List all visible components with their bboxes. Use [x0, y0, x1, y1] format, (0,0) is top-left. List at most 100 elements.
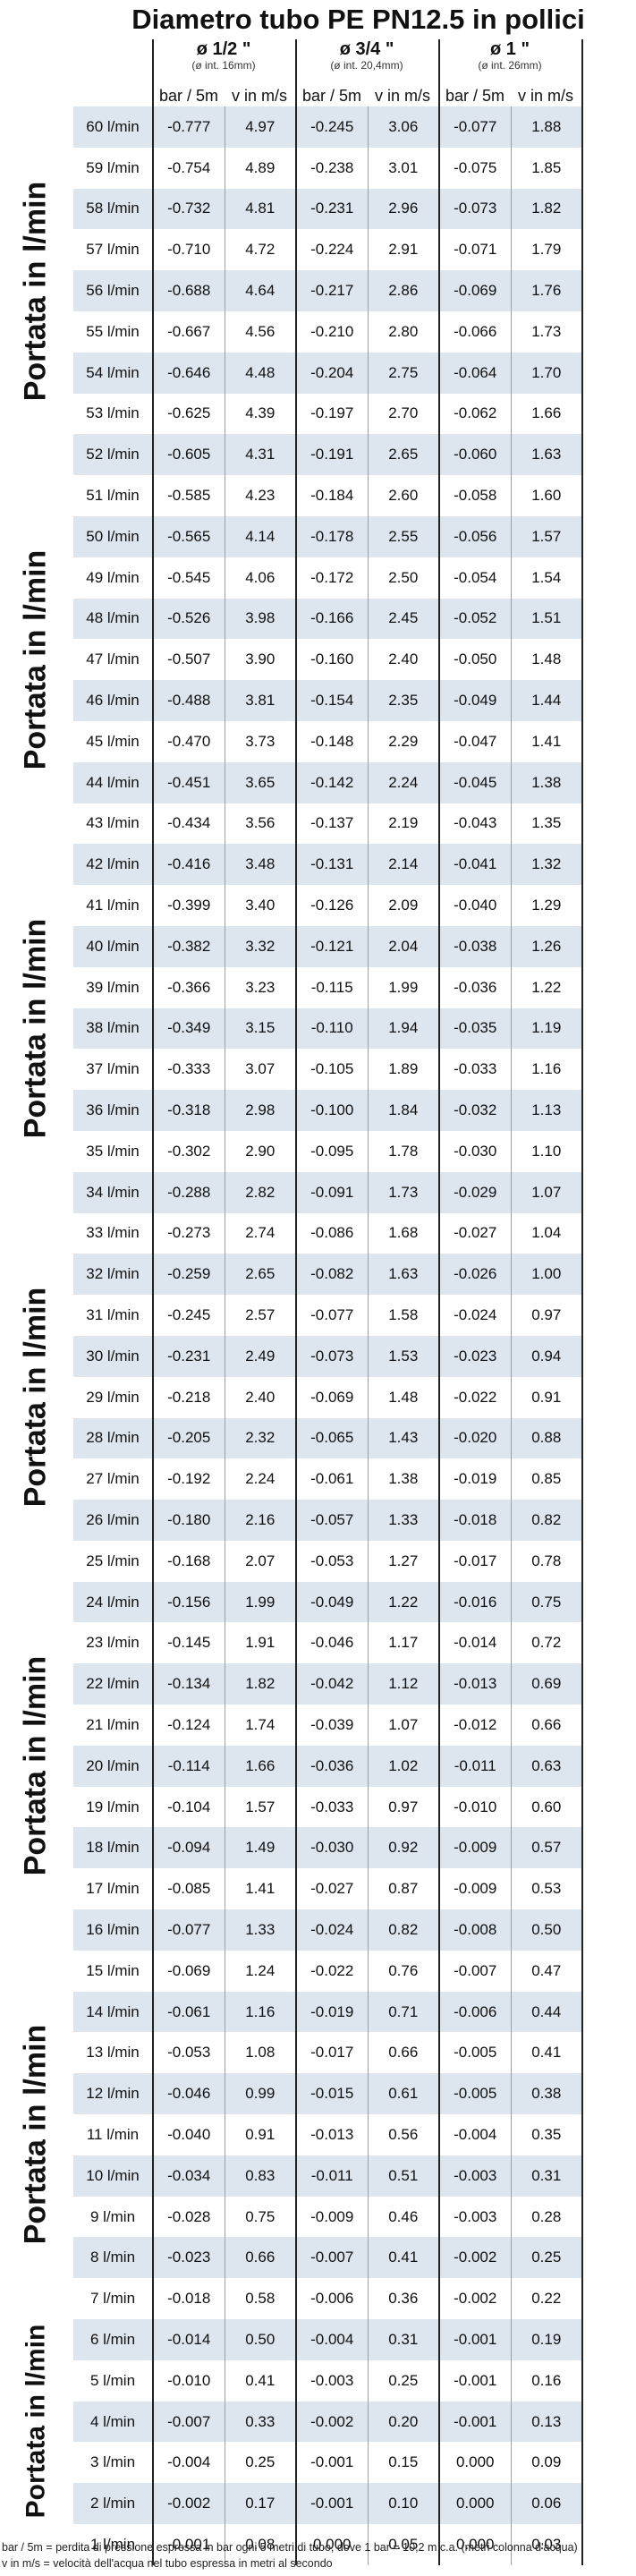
bar-one-inch-cell: -0.071 — [439, 229, 512, 271]
v-three-quarter-inch-cell: 2.40 — [368, 639, 440, 681]
v-one-inch-cell: 0.78 — [511, 1540, 583, 1582]
v-half-inch-cell: 0.33 — [225, 2401, 297, 2443]
flow-cell: 31 l/min — [73, 1295, 154, 1336]
table-row: 18 l/min -0.094 1.49 -0.030 0.92 -0.009 0.57 — [73, 1827, 583, 1869]
v-half-inch-cell: 0.50 — [225, 2319, 297, 2360]
flow-cell: 5 l/min — [73, 2359, 154, 2402]
bar-half-inch-cell: -0.667 — [153, 310, 225, 353]
bar-half-inch-cell: -0.046 — [153, 2073, 225, 2115]
footer-notes: bar / 5m = perdita di pressione espressa… — [0, 2539, 636, 2572]
bar-half-inch-cell: -0.134 — [153, 1663, 225, 1705]
bar-half-inch-cell: -0.565 — [153, 515, 225, 557]
table-row: 2 l/min -0.002 0.17 -0.001 0.10 0.000 0.06 — [73, 2483, 583, 2525]
bar-one-inch-cell: -0.075 — [439, 147, 512, 189]
v-three-quarter-inch-cell: 0.20 — [368, 2401, 440, 2443]
v-three-quarter-inch-cell: 1.78 — [368, 1130, 440, 1172]
bar-half-inch-cell: -0.259 — [153, 1254, 225, 1296]
bar-half-inch-cell: -0.168 — [153, 1540, 225, 1582]
v-three-quarter-inch-cell: 2.24 — [368, 761, 440, 803]
bar-half-inch-cell: -0.585 — [153, 475, 225, 516]
table-row: 35 l/min -0.302 2.90 -0.095 1.78 -0.030 1.10 — [73, 1130, 583, 1172]
v-three-quarter-inch-cell: 2.19 — [368, 803, 440, 845]
bar-one-inch-cell: -0.012 — [439, 1705, 512, 1746]
group-title: ø 1 " — [490, 39, 530, 59]
bar-one-inch-cell: -0.045 — [439, 761, 512, 803]
flow-cell: 56 l/min — [73, 270, 154, 311]
bar-three-quarter-inch-cell: -0.178 — [296, 515, 369, 557]
bar-half-inch-cell: -0.302 — [153, 1130, 225, 1172]
v-half-inch-cell: 1.99 — [225, 1581, 297, 1623]
flow-cell: 3 l/min — [73, 2442, 154, 2484]
v-half-inch-cell: 4.31 — [225, 434, 297, 476]
col-v-three-quarter-inch: v in m/s — [374, 87, 430, 105]
flow-cell: 18 l/min — [73, 1827, 154, 1869]
bar-half-inch-cell: -0.754 — [153, 147, 225, 189]
flow-cell: 27 l/min — [73, 1458, 154, 1501]
v-three-quarter-inch-cell: 1.02 — [368, 1745, 440, 1787]
bar-one-inch-cell: -0.041 — [439, 844, 512, 886]
bar-one-inch-cell: -0.069 — [439, 270, 512, 311]
v-half-inch-cell: 0.83 — [225, 2155, 297, 2197]
bar-three-quarter-inch-cell: -0.121 — [296, 925, 369, 967]
flow-cell: 21 l/min — [73, 1705, 154, 1746]
bar-half-inch-cell: -0.273 — [153, 1212, 225, 1254]
v-three-quarter-inch-cell: 2.09 — [368, 885, 440, 926]
v-half-inch-cell: 1.57 — [225, 1786, 297, 1828]
table-row: 46 l/min -0.488 3.81 -0.154 2.35 -0.049 1.44 — [73, 680, 583, 721]
v-one-inch-cell: 1.19 — [511, 1007, 583, 1050]
table-row: 60 l/min -0.777 4.97 -0.245 3.06 -0.077 1.88 — [73, 106, 583, 148]
bar-one-inch-cell: -0.026 — [439, 1254, 512, 1296]
bar-three-quarter-inch-cell: -0.082 — [296, 1254, 369, 1296]
table-row: 33 l/min -0.273 2.74 -0.086 1.68 -0.027 1.04 — [73, 1212, 583, 1254]
bar-one-inch-cell: 0.000 — [439, 2524, 512, 2565]
flow-cell: 55 l/min — [73, 310, 154, 353]
table-row: 32 l/min -0.259 2.65 -0.082 1.63 -0.026 1.00 — [73, 1254, 583, 1296]
table-row: 17 l/min -0.085 1.41 -0.027 0.87 -0.009 0.53 — [73, 1868, 583, 1910]
v-one-inch-cell: 1.38 — [511, 761, 583, 803]
v-half-inch-cell: 0.08 — [225, 2524, 297, 2565]
v-one-inch-cell: 1.22 — [511, 966, 583, 1008]
bar-half-inch-cell: -0.028 — [153, 2196, 225, 2238]
bar-one-inch-cell: -0.077 — [439, 106, 512, 148]
table-row: 53 l/min -0.625 4.39 -0.197 2.70 -0.062 1.66 — [73, 393, 583, 435]
v-three-quarter-inch-cell: 0.31 — [368, 2319, 440, 2360]
bar-one-inch-cell: -0.007 — [439, 1950, 512, 1992]
v-half-inch-cell: 2.74 — [225, 1212, 297, 1254]
v-half-inch-cell: 1.41 — [225, 1868, 297, 1910]
bar-one-inch-cell: -0.047 — [439, 720, 512, 762]
col-bar-half-inch: bar / 5m — [158, 87, 219, 105]
table-row: 20 l/min -0.114 1.66 -0.036 1.02 -0.011 0.63 — [73, 1745, 583, 1787]
flow-cell: 59 l/min — [73, 147, 154, 189]
flow-cell: 48 l/min — [73, 598, 154, 640]
v-one-inch-cell: 1.66 — [511, 393, 583, 435]
v-three-quarter-inch-cell: 1.84 — [368, 1090, 440, 1131]
bar-three-quarter-inch-cell: -0.197 — [296, 393, 369, 435]
group-header-one-inch: ø 1 " (ø int. 26mm) — [439, 39, 581, 72]
v-half-inch-cell: 2.65 — [225, 1254, 297, 1296]
table-row: 44 l/min -0.451 3.65 -0.142 2.24 -0.045 1.38 — [73, 761, 583, 803]
bar-half-inch-cell: -0.007 — [153, 2401, 225, 2443]
v-three-quarter-inch-cell: 0.25 — [368, 2359, 440, 2402]
bar-one-inch-cell: -0.032 — [439, 1090, 512, 1131]
bar-half-inch-cell: -0.180 — [153, 1500, 225, 1541]
bar-three-quarter-inch-cell: -0.126 — [296, 885, 369, 926]
bar-half-inch-cell: -0.399 — [153, 885, 225, 926]
bar-three-quarter-inch-cell: -0.046 — [296, 1622, 369, 1664]
bar-one-inch-cell: -0.001 — [439, 2359, 512, 2402]
flow-cell: 36 l/min — [73, 1090, 154, 1131]
divider — [581, 39, 583, 106]
bar-three-quarter-inch-cell: -0.100 — [296, 1090, 369, 1131]
bar-one-inch-cell: -0.058 — [439, 475, 512, 516]
table-row: 19 l/min -0.104 1.57 -0.033 0.97 -0.010 0.60 — [73, 1786, 583, 1828]
bar-one-inch-cell: -0.036 — [439, 966, 512, 1008]
bar-three-quarter-inch-cell: -0.024 — [296, 1909, 369, 1951]
bar-one-inch-cell: -0.035 — [439, 1007, 512, 1050]
bar-three-quarter-inch-cell: -0.053 — [296, 1540, 369, 1582]
v-three-quarter-inch-cell: 1.38 — [368, 1458, 440, 1501]
v-one-inch-cell: 0.53 — [511, 1868, 583, 1910]
table-row: 52 l/min -0.605 4.31 -0.191 2.65 -0.060 1.63 — [73, 434, 583, 476]
table-row: 40 l/min -0.382 3.32 -0.121 2.04 -0.038 1.26 — [73, 925, 583, 967]
bar-half-inch-cell: -0.526 — [153, 598, 225, 640]
flow-cell: 40 l/min — [73, 925, 154, 967]
v-half-inch-cell: 2.90 — [225, 1130, 297, 1172]
